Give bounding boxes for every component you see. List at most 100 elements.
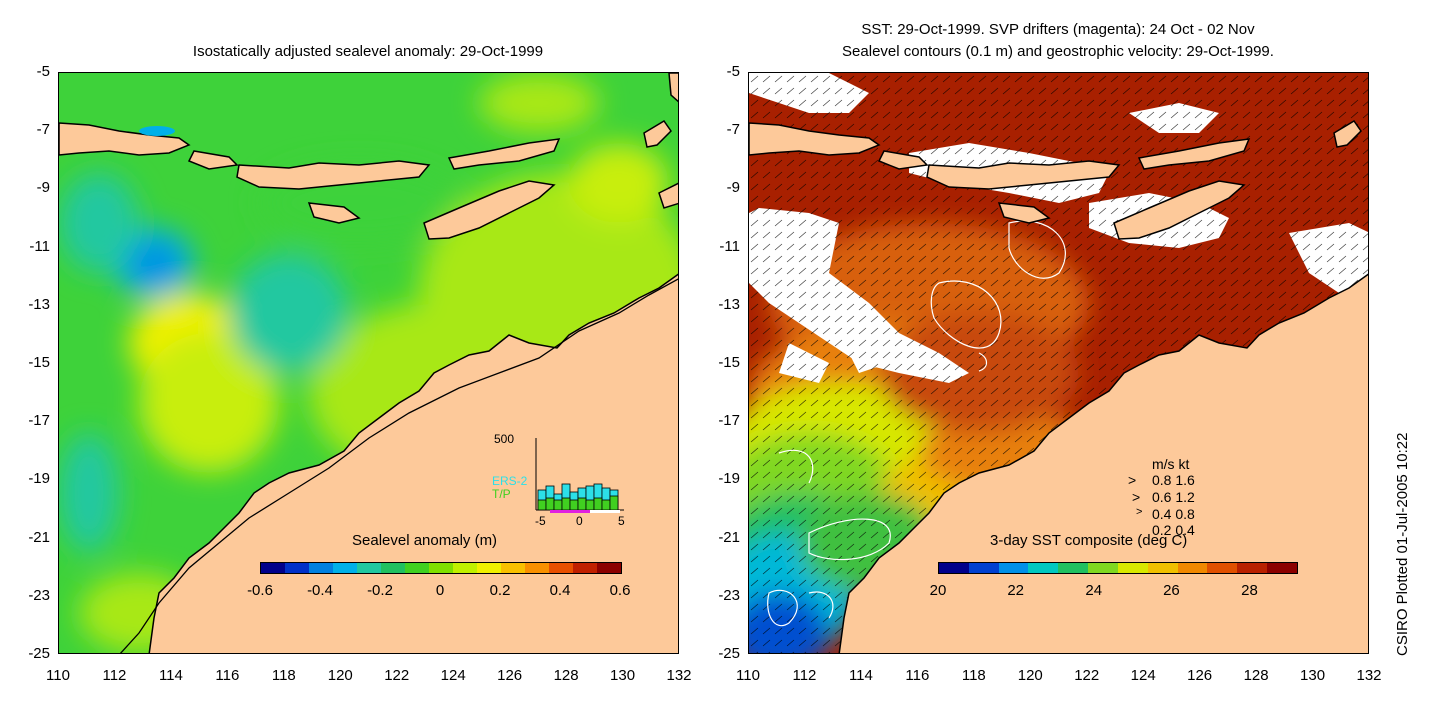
right-colorbar bbox=[938, 562, 1298, 574]
y-tick-label: -7 bbox=[726, 121, 740, 139]
australia-land bbox=[148, 273, 678, 653]
flores-land bbox=[1137, 138, 1251, 170]
timor-land bbox=[423, 180, 556, 240]
flores-land bbox=[447, 138, 561, 170]
velocity-legend-row: 0.6 1.2 bbox=[1152, 489, 1195, 505]
x-tick-label: 132 bbox=[1356, 667, 1382, 684]
velocity-legend-row: 0.4 0.8 bbox=[1152, 506, 1195, 522]
x-tick-label: 118 bbox=[961, 667, 986, 684]
velocity-legend-row: > bbox=[1128, 472, 1137, 488]
x-tick-label: 122 bbox=[384, 667, 410, 684]
australia-land bbox=[838, 273, 1368, 653]
x-tick-label: 110 bbox=[736, 667, 760, 684]
inset-xtick: 0 bbox=[576, 514, 583, 528]
x-tick-label: 124 bbox=[440, 667, 466, 684]
y-tick-label: -19 bbox=[28, 470, 50, 488]
sumba-land bbox=[307, 202, 361, 224]
x-tick-label: 130 bbox=[610, 667, 636, 684]
credit-text: CSIRO Plotted 01-Jul-2005 10:22 bbox=[1394, 432, 1411, 656]
colorbar-tick-label: 20 bbox=[929, 582, 947, 599]
y-tick-label: -13 bbox=[718, 295, 740, 313]
right-panel-title-line1: SST: 29-Oct-1999. SVP drifters (magenta)… bbox=[861, 21, 1255, 38]
sst-map bbox=[748, 72, 1369, 654]
colorbar-tick-label: -0.6 bbox=[247, 582, 273, 599]
x-tick-label: 112 bbox=[102, 667, 127, 684]
x-tick-label: 130 bbox=[1300, 667, 1326, 684]
y-tick-label: -15 bbox=[28, 354, 50, 371]
y-tick-label: -25 bbox=[28, 645, 50, 662]
x-tick-label: 118 bbox=[271, 667, 296, 684]
right-panel-title-line2: Sealevel contours (0.1 m) and geostrophi… bbox=[842, 43, 1274, 60]
left-panel-title: Isostatically adjusted sealevel anomaly:… bbox=[192, 43, 544, 60]
bali-lombok-land bbox=[187, 150, 239, 170]
x-tick-label: 114 bbox=[848, 667, 873, 684]
right-colorbar-title: 3-day SST composite (deg C) bbox=[990, 532, 1188, 549]
left-colorbar-labels: -0.6 -0.4 -0.2 0 0.2 0.4 0.6 bbox=[247, 582, 630, 600]
sealevel-anomaly-map bbox=[58, 72, 679, 654]
x-tick-label: 120 bbox=[1017, 667, 1043, 684]
x-tick-label: 116 bbox=[215, 667, 240, 684]
x-tick-label: 122 bbox=[1074, 667, 1100, 684]
sumba-land bbox=[997, 202, 1051, 224]
colorbar-tick-label: 0.6 bbox=[609, 582, 631, 599]
y-tick-label: -25 bbox=[718, 645, 740, 662]
inset-xtick: -5 bbox=[535, 514, 546, 528]
inset-legend-tp: T/P bbox=[492, 487, 511, 501]
colorbar-tick-label: 22 bbox=[1007, 582, 1025, 599]
x-tick-label: 120 bbox=[327, 667, 353, 684]
velocity-legend-row: > bbox=[1132, 489, 1141, 505]
inset-ymax-label: 500 bbox=[494, 432, 515, 446]
y-tick-label: -21 bbox=[718, 528, 740, 546]
colorbar-tick-label: 28 bbox=[1241, 582, 1258, 599]
x-tick-label: 110 bbox=[46, 667, 70, 684]
right-colorbar-labels: 20 22 24 26 28 bbox=[930, 582, 1296, 600]
colorbar-tick-label: 0 bbox=[435, 582, 445, 599]
y-tick-label: -17 bbox=[718, 412, 740, 430]
y-tick-label: -19 bbox=[718, 470, 740, 488]
velocity-legend-row: 0.2 0.4 bbox=[1152, 522, 1195, 538]
x-tick-label: 126 bbox=[497, 667, 523, 684]
y-tick-label: -11 bbox=[29, 237, 50, 255]
y-tick-label: -7 bbox=[36, 121, 50, 139]
velocity-legend-header: m/s kt bbox=[1152, 456, 1190, 472]
y-tick-label: -23 bbox=[28, 586, 50, 604]
x-tick-label: 132 bbox=[666, 667, 692, 684]
y-tick-label: -11 bbox=[719, 237, 740, 255]
y-tick-label: -5 bbox=[36, 63, 50, 80]
java-land bbox=[59, 122, 191, 156]
left-colorbar-title: Sealevel anomaly (m) bbox=[352, 532, 498, 549]
y-tick-label: -9 bbox=[726, 179, 740, 197]
y-tick-label: -5 bbox=[726, 63, 740, 80]
colorbar-tick-label: -0.2 bbox=[367, 582, 393, 599]
y-tick-label: -17 bbox=[28, 412, 50, 430]
velocity-legend-row: 0.8 1.6 bbox=[1152, 472, 1195, 488]
timor-land bbox=[1113, 180, 1246, 240]
y-tick-label: -13 bbox=[28, 295, 50, 313]
x-tick-label: 116 bbox=[905, 667, 930, 684]
velocity-legend: m/s kt > 0.8 1.6 > 0.6 1.2 > 0.4 0.8 0.2… bbox=[1124, 456, 1234, 546]
colorbar-tick-label: 24 bbox=[1085, 582, 1103, 599]
colorbar-tick-label: 0.2 bbox=[489, 582, 511, 599]
sumbawa-land bbox=[926, 160, 1121, 190]
y-tick-label: -9 bbox=[36, 179, 50, 197]
x-tick-label: 126 bbox=[1187, 667, 1213, 684]
tanimbar-land bbox=[643, 119, 672, 148]
sealevel-contours bbox=[767, 220, 1066, 627]
x-tick-label: 114 bbox=[158, 667, 183, 684]
y-tick-label: -15 bbox=[718, 354, 740, 371]
colorbar-tick-label: -0.4 bbox=[307, 582, 333, 599]
x-tick-label: 112 bbox=[792, 667, 817, 684]
y-tick-label: -21 bbox=[28, 528, 50, 546]
x-tick-label: 124 bbox=[1130, 667, 1156, 684]
colorbar-tick-label: 26 bbox=[1163, 582, 1180, 599]
colorbar-tick-label: 0.4 bbox=[549, 582, 571, 599]
altimeter-inset: 500 ERS-2 T/P -5 0 5 bbox=[480, 430, 630, 528]
x-tick-label: 128 bbox=[1243, 667, 1269, 684]
bali-lombok-land bbox=[877, 150, 929, 170]
left-colorbar bbox=[260, 562, 622, 574]
inset-legend-ers2: ERS-2 bbox=[492, 474, 528, 488]
sumbawa-land bbox=[236, 160, 431, 190]
velocity-legend-row: > bbox=[1136, 506, 1143, 518]
java-land bbox=[749, 122, 881, 156]
inset-xtick: 5 bbox=[618, 514, 625, 528]
